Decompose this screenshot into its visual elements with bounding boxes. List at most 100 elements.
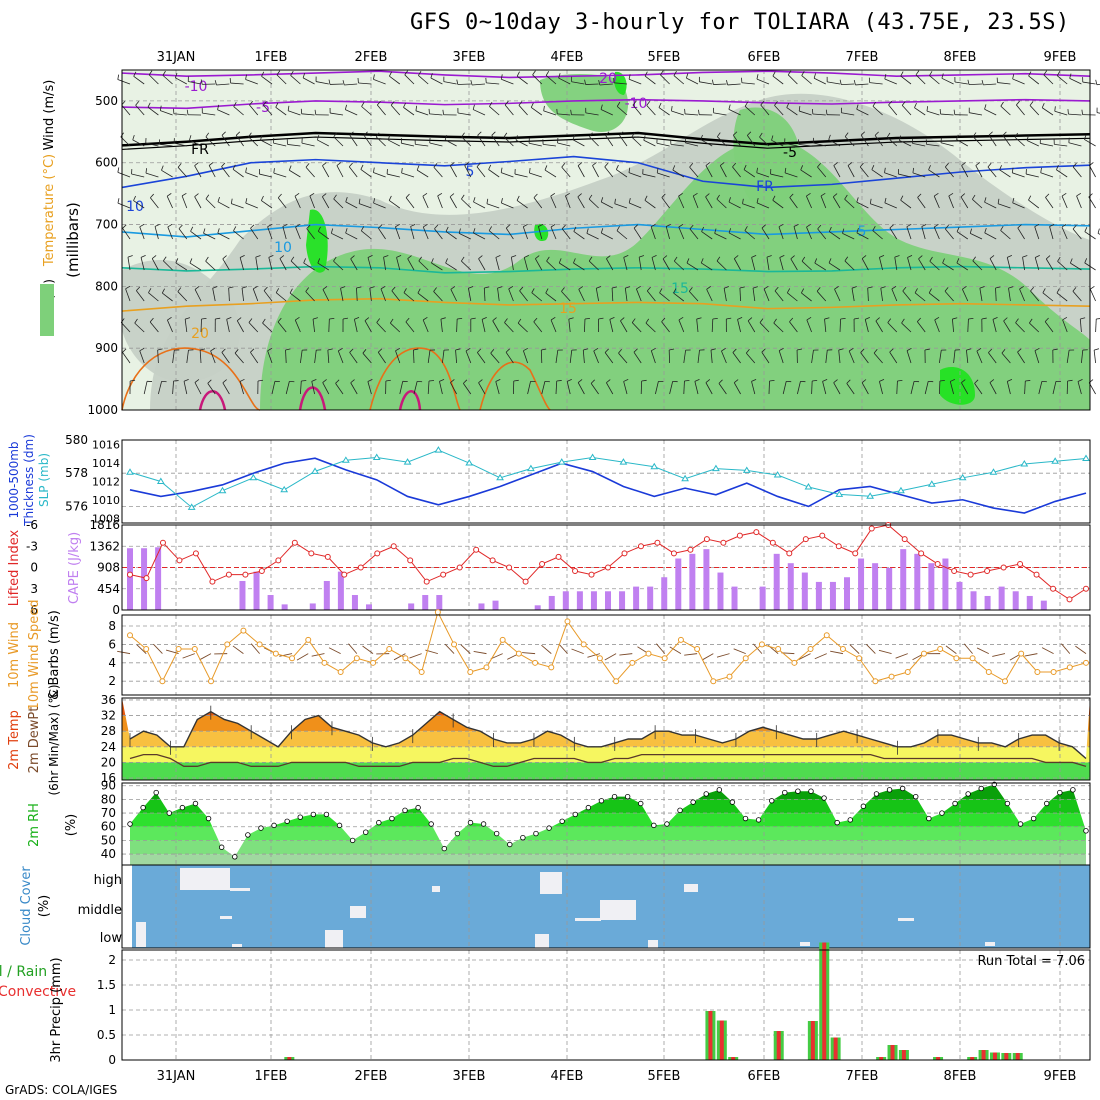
wind-barb [401, 172, 415, 178]
rh-tick-label: 60 [101, 820, 116, 834]
lifted-index-line-point [1000, 564, 1007, 571]
wind-barb [545, 75, 557, 85]
axis-label: SLP (mb) [37, 453, 51, 507]
wind-barb [972, 198, 983, 209]
wind-barb [468, 288, 472, 302]
wind-barb [851, 288, 855, 302]
wind-barb [445, 226, 449, 232]
slp-line-point [249, 473, 258, 481]
wind-barb [915, 74, 926, 85]
wind-barb [718, 379, 723, 384]
wind-barb [726, 80, 729, 86]
wind-barb [600, 104, 603, 110]
wind-barb [422, 226, 429, 240]
wind-barb [855, 83, 869, 86]
rh-point [768, 798, 775, 804]
wind-barb [136, 644, 147, 654]
wind-barb [756, 167, 758, 173]
wind-barb [377, 352, 386, 364]
wind-barb [766, 255, 772, 258]
wind-barb [974, 379, 979, 384]
wind-barb [790, 258, 798, 271]
wind-barb [177, 291, 188, 302]
wind-barb [1067, 109, 1069, 115]
wind-barb [133, 200, 145, 209]
wind-barb [694, 381, 699, 395]
pressure-tick-label: 1000 [87, 403, 118, 417]
wind-barb [148, 74, 159, 85]
wind-barb [396, 257, 401, 271]
wind-barb [450, 289, 457, 302]
rh-point [363, 829, 369, 835]
wind-barb [194, 286, 200, 290]
wind-barb [573, 262, 585, 271]
wind-barb [262, 318, 266, 324]
lifted-index-line-point [753, 529, 760, 536]
cape-bar [267, 595, 274, 610]
wind-barb [789, 321, 798, 333]
dewpoint-line [129, 753, 1087, 767]
wind-barb [732, 162, 737, 168]
wind-barb [878, 649, 892, 655]
wind-barb [477, 135, 486, 147]
wind-barb [716, 256, 721, 262]
wind-barb [698, 109, 700, 115]
wind-barb [349, 131, 354, 136]
wind-barb [606, 379, 611, 384]
wind-barb [651, 254, 657, 258]
wind-barb [961, 162, 966, 166]
wind-barb [1095, 318, 1097, 333]
wind-barb [349, 352, 358, 364]
wind-barb [148, 292, 159, 302]
temp-mask [122, 698, 1090, 759]
wind-barb [550, 316, 556, 321]
slp-line-point [712, 464, 720, 472]
wind-barb [490, 352, 500, 364]
lifted-index-line-point [258, 568, 265, 575]
wind-barb [395, 347, 401, 352]
wind-barb [172, 350, 175, 364]
cloud-fill [432, 886, 440, 892]
axis-label: 1000-500mb [7, 441, 21, 518]
wind-barb [772, 199, 784, 209]
rh-point [703, 791, 709, 797]
wind-barb [262, 322, 273, 333]
wind-barb [606, 258, 614, 271]
wind-barb [178, 228, 188, 240]
wind-barb [700, 139, 713, 147]
wind-barb [271, 381, 276, 395]
wind-barb [891, 288, 898, 302]
wind-barb [751, 378, 757, 382]
wind-barb [558, 77, 571, 85]
cape-tick-label: 908 [97, 561, 120, 575]
slp-line-point [989, 468, 998, 475]
wind-barb [844, 260, 855, 271]
wind-barb [816, 291, 827, 302]
wind-barb [556, 380, 562, 382]
wind-barb [739, 287, 741, 302]
wind-barb [311, 653, 325, 657]
wind-barb [717, 132, 721, 137]
wind-barb [333, 132, 337, 138]
wind-barb [450, 286, 456, 290]
rh-point [742, 815, 749, 822]
wind-barb [505, 348, 510, 353]
wind-barb [373, 79, 386, 85]
wind-barb [305, 163, 310, 168]
wind-barb [956, 231, 969, 240]
wind-barb [277, 317, 282, 323]
lifted-index-line-point [984, 568, 991, 575]
wind-barb [239, 381, 244, 395]
wind-barb [427, 381, 430, 395]
wind-barb [522, 226, 528, 240]
wind-barb [473, 228, 476, 234]
wind-barb [761, 348, 766, 353]
temp-tick-label: 36 [101, 693, 116, 707]
wind-barb [751, 254, 757, 258]
wind-barb [880, 288, 883, 302]
wind-barb [311, 379, 317, 382]
wind-barb [545, 70, 550, 76]
contour-label: 15 [559, 301, 577, 317]
wind-speed-line-point [613, 678, 620, 685]
axis-label: (%) [37, 895, 52, 918]
